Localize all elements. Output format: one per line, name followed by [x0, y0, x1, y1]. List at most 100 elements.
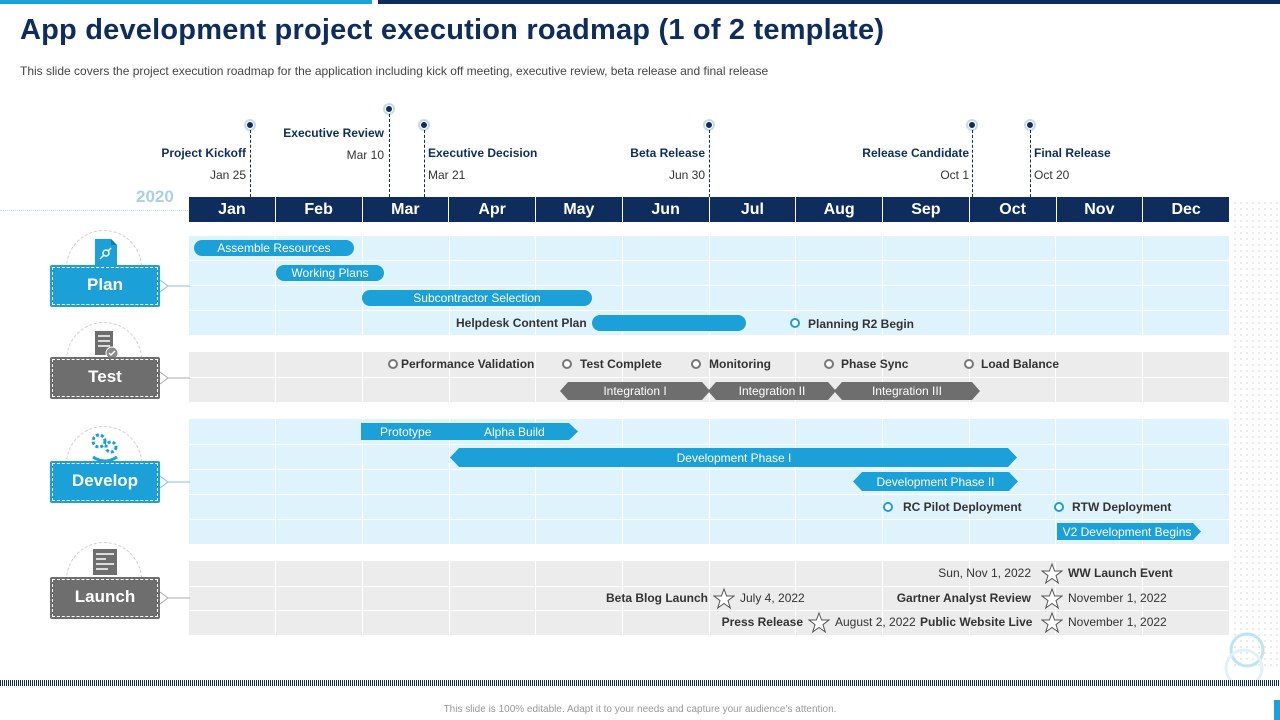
month-gridline: [709, 236, 710, 636]
milestone-dot: [705, 121, 713, 129]
month-label: Sep: [882, 197, 969, 222]
milestone-line: [250, 130, 251, 197]
test-connector: [160, 371, 190, 385]
press-release-label: Press Release: [721, 615, 803, 629]
year-divider: [0, 210, 188, 211]
website-live-date: November 1, 2022: [1068, 615, 1167, 629]
month-label: May: [535, 197, 622, 222]
test-complete-marker: [562, 359, 572, 369]
milestone-dot: [385, 105, 393, 113]
working-plans-bar[interactable]: Working Plans: [276, 265, 384, 281]
decorative-dot-pattern: [1232, 200, 1280, 670]
month-label: Apr: [448, 197, 535, 222]
website-live-label: Public Website Live: [920, 615, 1033, 629]
ww-launch-date: Sun, Nov 1, 2022: [938, 566, 1031, 580]
development-phase-2-arrow: [853, 472, 1018, 491]
monitoring-label: Monitoring: [709, 357, 771, 371]
launch-connector: [160, 591, 190, 605]
month-gridline: [795, 236, 796, 636]
beta-blog-star-icon: [713, 588, 735, 610]
develop-category-label: Develop: [52, 463, 158, 501]
gartner-star-icon: [1041, 588, 1063, 610]
press-release-star-icon: [808, 612, 830, 634]
prototype-label: Prototype: [380, 425, 432, 439]
footer-note: This slide is 100% editable. Adapt it to…: [443, 704, 837, 715]
integration-1-arrow: [560, 382, 710, 400]
month-gridline: [275, 236, 276, 636]
milestone-line: [1030, 130, 1031, 197]
milestone-dot: [420, 121, 428, 129]
test-category-label: Test: [52, 359, 158, 397]
month-label: Feb: [274, 197, 362, 222]
rc-pilot-marker: [883, 502, 893, 512]
prototype-alpha-arrow: [361, 423, 578, 440]
month-gridline: [622, 236, 623, 636]
month-label: Dec: [1142, 197, 1229, 222]
performance-validation-marker: [388, 359, 398, 369]
development-phase-2-label: Development Phase II: [876, 475, 995, 489]
plan-category: Plan: [50, 265, 160, 307]
milestone-dot: [246, 121, 254, 129]
integration-1-label: Integration I: [603, 384, 667, 398]
rtw-label: RTW Deployment: [1072, 500, 1172, 514]
launch-browser-icon: [93, 549, 117, 575]
month-label: Mar: [361, 197, 449, 222]
alpha-build-label: Alpha Build: [484, 425, 545, 439]
development-phase-1-arrow: [450, 448, 1017, 467]
milestone-date: Mar 10: [346, 148, 384, 162]
milestone-date: Jun 30: [668, 168, 705, 182]
milestone-label: Executive Decision: [428, 146, 538, 160]
top-navy-bar: [378, 0, 1280, 4]
plan-document-icon: [95, 239, 117, 267]
page-subtitle: This slide covers the project execution …: [20, 64, 769, 78]
integration-3-label: Integration III: [871, 384, 943, 398]
test-complete-label: Test Complete: [580, 357, 662, 371]
test-category: Test: [50, 357, 160, 399]
decorative-rings: [1224, 632, 1265, 688]
subcontractor-selection-bar[interactable]: Subcontractor Selection: [362, 290, 592, 306]
milestone-line: [972, 130, 973, 197]
helpdesk-content-plan-bar[interactable]: [592, 315, 746, 331]
milestone-line: [389, 114, 390, 197]
load-balance-marker: [964, 359, 974, 369]
planning-r2-label: Planning R2 Begin: [808, 317, 915, 331]
milestone-label: Release Candidate: [862, 146, 969, 160]
milestone-line: [424, 130, 425, 197]
launch-category-label: Launch: [52, 579, 158, 617]
v2-development-label: V2 Development Begins: [1062, 525, 1192, 539]
ww-launch-label: WW Launch Event: [1068, 566, 1173, 580]
gartner-review-label: Gartner Analyst Review: [896, 591, 1031, 605]
development-phase-1-label: Development Phase I: [676, 451, 792, 465]
month-gridline: [882, 236, 883, 636]
footer-rule: [0, 680, 1280, 686]
page-title: App development project execution roadma…: [20, 14, 885, 46]
month-label: Nov: [1055, 197, 1143, 222]
milestone-date: Oct 20: [1034, 168, 1070, 182]
month-label: Jan: [218, 201, 246, 218]
website-live-star-icon: [1041, 612, 1063, 634]
month-gridline: [1142, 236, 1143, 636]
performance-validation-label: Performance Validation: [401, 357, 535, 371]
integration-2-label: Integration II: [738, 384, 806, 398]
milestone-label: Executive Review: [283, 126, 384, 140]
develop-connector: [160, 475, 190, 489]
month-gridline: [969, 236, 970, 636]
month-label: Jun: [621, 197, 709, 222]
beta-blog-date: July 4, 2022: [740, 591, 805, 605]
load-balance-label: Load Balance: [981, 357, 1060, 371]
milestone-date: Mar 21: [428, 168, 466, 182]
month-label: Jul: [708, 197, 796, 222]
plan-connector: [160, 279, 190, 293]
milestone-date: Jan 25: [209, 168, 246, 182]
month-label: Aug: [795, 197, 882, 222]
phase-sync-label: Phase Sync: [841, 357, 909, 371]
top-accent-bar: [0, 0, 372, 4]
planning-r2-marker: [790, 318, 800, 328]
helpdesk-content-plan-label: Helpdesk Content Plan: [456, 316, 587, 330]
milestone-date: Oct 1: [940, 168, 969, 182]
assemble-resources-bar[interactable]: Assemble Resources: [194, 240, 354, 256]
rtw-marker: [1054, 502, 1064, 512]
milestone-label: Final Release: [1034, 146, 1111, 160]
integration-3-arrow: [834, 382, 980, 400]
v2-development-arrow: [1057, 523, 1201, 540]
